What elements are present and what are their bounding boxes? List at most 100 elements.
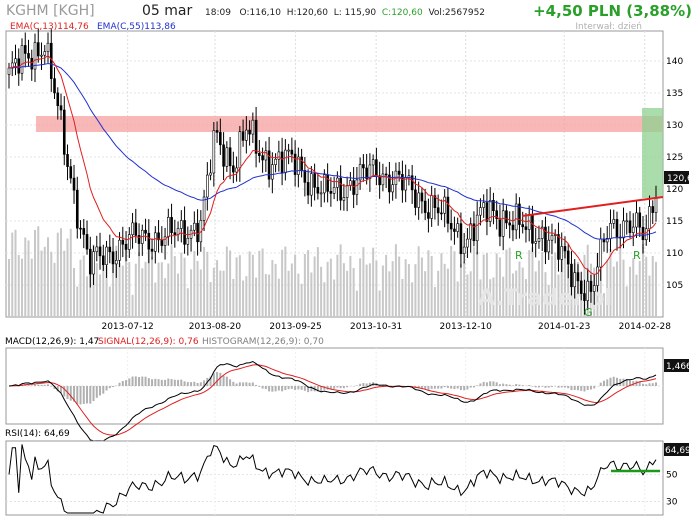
price-badge: [664, 171, 689, 184]
volume-bar: [60, 228, 63, 317]
volume-bar: [381, 265, 384, 317]
volume-bar: [310, 272, 313, 317]
volume-bar: [531, 247, 534, 317]
histogram-bar: [112, 386, 115, 387]
candle-body: [157, 232, 160, 241]
candle-body: [381, 173, 385, 186]
volume-bar: [258, 250, 261, 317]
volume-bar: [63, 250, 66, 317]
price-tick-label: 135: [666, 89, 683, 99]
price-axis: 105 110 115 120 125 130 135 140: [666, 57, 683, 291]
volume-bar: [131, 294, 134, 317]
candle-body: [495, 210, 498, 219]
volume-bar: [235, 257, 238, 317]
candle-body: [456, 223, 459, 232]
volume-bar: [459, 264, 462, 317]
candle-body: [150, 248, 154, 252]
candle-body: [440, 212, 443, 215]
volume-bar: [238, 255, 241, 317]
histogram-bar: [531, 386, 534, 387]
volume-bar: [518, 261, 521, 317]
candle-body: [625, 220, 629, 223]
volume-bar: [313, 256, 316, 317]
candle-body: [88, 248, 92, 275]
volume-bar: [372, 247, 375, 317]
ohlc-readout: 18:09 O:116,10 H:120,60 L: 115,90 C:120,…: [205, 8, 485, 18]
candle-body: [219, 132, 222, 146]
price-tick-label: 130: [666, 121, 683, 131]
candle-body: [326, 174, 329, 192]
candle-body: [384, 173, 388, 176]
volume-bar: [385, 254, 388, 317]
candle-body: [7, 67, 11, 75]
annotation-r1: R: [515, 249, 523, 262]
candle-body: [638, 212, 642, 228]
histogram-bar: [76, 386, 79, 405]
volume-bar: [466, 274, 469, 317]
candle-body: [501, 210, 505, 237]
candle-body: [248, 129, 251, 135]
volume-bar: [469, 271, 472, 317]
candle-body: [274, 158, 277, 165]
histogram-bar: [82, 386, 85, 404]
histogram-bar: [508, 384, 511, 386]
date-label: 05 mar: [142, 3, 193, 19]
candle-body: [469, 223, 472, 240]
candle-body: [222, 144, 225, 167]
volume-bar: [186, 288, 189, 317]
candle-body: [82, 228, 86, 235]
volume-bar: [508, 247, 511, 317]
histogram-bar: [131, 376, 134, 386]
histogram-bar: [268, 386, 271, 392]
volume-bar: [50, 251, 53, 317]
histogram-bar: [550, 386, 553, 387]
candle-body: [362, 164, 365, 169]
histogram-bar: [612, 376, 615, 386]
histogram-bar: [615, 377, 618, 386]
candle-body: [215, 130, 219, 133]
candle-body: [75, 189, 79, 229]
candle-body: [375, 159, 378, 177]
candle-body: [303, 170, 307, 183]
candle-body: [462, 246, 466, 254]
candle-body: [212, 130, 216, 174]
candle-body: [531, 214, 534, 244]
volume-bars: [8, 226, 657, 317]
candle-body: [599, 238, 603, 268]
histogram-bar: [222, 375, 225, 386]
histogram-bar: [264, 386, 267, 390]
candle-body: [33, 42, 37, 70]
volume-bar: [199, 269, 202, 317]
candle-body: [449, 223, 453, 230]
histogram-bar: [606, 379, 609, 386]
price-badge-text: 120,6: [667, 174, 693, 184]
volume-bar: [534, 271, 537, 317]
volume-bar: [524, 279, 527, 317]
histogram-bar: [479, 383, 482, 386]
histogram-bar: [515, 383, 518, 386]
histogram-bar: [212, 373, 215, 386]
histogram-bar: [619, 378, 622, 386]
histogram-bar: [655, 382, 657, 386]
volume-bar: [359, 258, 362, 317]
histogram-bar: [225, 376, 228, 386]
histogram-bar: [193, 381, 196, 386]
histogram-bar: [573, 386, 576, 391]
histogram-bar: [534, 386, 537, 388]
histogram-bar: [417, 386, 420, 389]
histogram-bar: [99, 386, 102, 396]
histogram-bar: [638, 381, 641, 386]
histogram-bar: [203, 380, 206, 386]
histogram-bar: [170, 379, 173, 386]
volume-bar: [628, 266, 631, 317]
histogram-bar: [440, 386, 443, 389]
candle-body: [30, 57, 34, 70]
volume-bar: [43, 246, 46, 317]
candle-body: [245, 129, 248, 141]
candle-body: [521, 224, 524, 228]
volume-bar: [8, 259, 10, 317]
volume-bar: [160, 262, 163, 317]
candle-body: [241, 131, 245, 141]
candle-body: [378, 175, 381, 186]
candle-body: [397, 170, 401, 175]
